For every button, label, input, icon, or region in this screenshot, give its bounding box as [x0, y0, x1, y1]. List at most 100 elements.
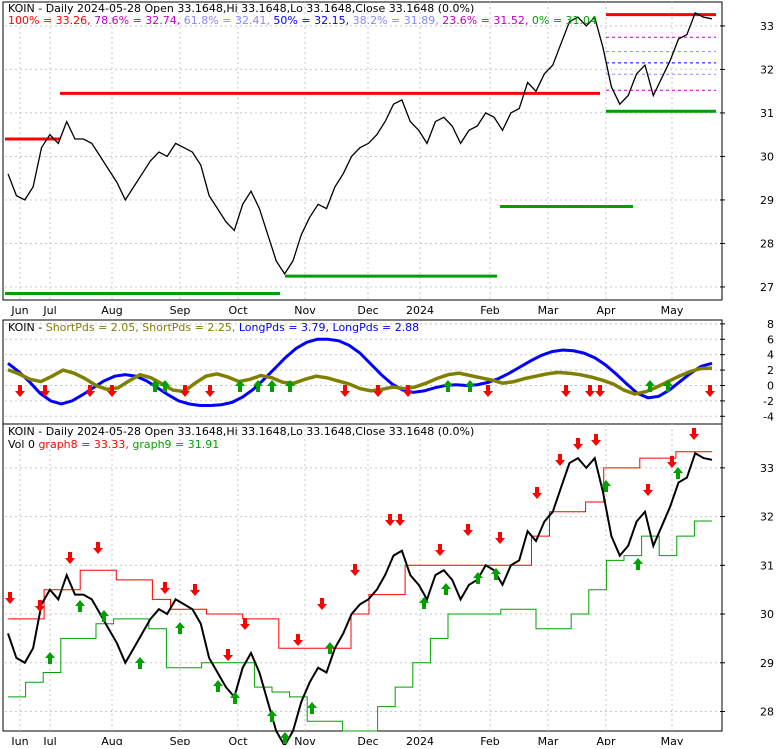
trailing-price-line: [7, 451, 713, 748]
sell-arrow: [373, 385, 383, 397]
sell-arrow: [591, 434, 601, 446]
x-tick-label: Apr: [596, 735, 616, 745]
sell-arrow: [317, 598, 327, 610]
sell-arrow: [15, 385, 25, 397]
x-tick-label: May: [661, 304, 684, 317]
sell-arrow: [573, 438, 583, 450]
buy-arrow: [213, 680, 223, 692]
buy-arrow: [45, 652, 55, 664]
sell-arrow: [160, 582, 170, 594]
price-line: [7, 11, 713, 276]
x-tick-label: Dec: [357, 304, 378, 317]
trailing-panel-title: KOIN - Daily 2024-05-28 Open 33.1648,Hi …: [8, 425, 474, 438]
price-panel-grid: [5, 2, 720, 300]
sell-arrow: [93, 542, 103, 554]
y-tick-label: 28: [760, 706, 774, 719]
legend-entry: Vol 0: [8, 438, 35, 451]
sell-arrow: [205, 385, 215, 397]
y-tick-label: -2: [763, 395, 774, 408]
buy-arrow: [99, 610, 109, 622]
oscillator-signal-arrows: [15, 380, 715, 397]
legend-entry: 100% = 33.26,: [8, 14, 91, 27]
trailing-panel-grid: [5, 424, 720, 731]
sell-arrow: [190, 584, 200, 596]
sell-arrow: [350, 564, 360, 576]
x-tick-label: 2024: [406, 735, 434, 745]
buy-arrow: [235, 380, 245, 392]
y-tick-label: 33: [760, 462, 774, 475]
x-tick-label: Jul: [42, 735, 56, 745]
sell-arrow: [65, 552, 75, 564]
buy-arrow: [663, 380, 673, 392]
buy-arrow: [419, 597, 429, 609]
sell-arrow: [667, 456, 677, 468]
buy-arrow: [230, 692, 240, 704]
trailing-panel-y-axis: 28 29 30 31 32 33: [720, 462, 774, 719]
buy-arrow: [465, 380, 475, 392]
trailing-panel-x-axis: Jun Jul Aug Sep Oct Nov Dec 2024 Feb Mar Apr May: [10, 735, 684, 748]
trailing-stop-panel: 28 29 30 31 32 33 Jun Jul Aug Sep Oct Nov Dec 2024 Fe…: [2, 423, 774, 748]
sell-arrow: [223, 649, 233, 661]
buy-arrow: [601, 480, 611, 492]
y-tick-label: 28: [760, 237, 774, 250]
price-panel-x-axis: Jun Jul Aug Sep Oct Nov Dec 2024 Feb Mar Apr May: [10, 304, 683, 317]
sell-arrow: [85, 385, 95, 397]
buy-arrow: [175, 622, 185, 634]
y-tick-label: 29: [760, 194, 774, 207]
sell-arrow: [107, 385, 117, 397]
x-tick-label: Sep: [170, 735, 191, 745]
sell-arrow: [555, 454, 565, 466]
oscillator-panel: 8 6 4 2 0 -2 -4 KOIN - ShortPds = 2.05, ShortP…: [2, 318, 774, 425]
x-tick-label: Mar: [538, 735, 559, 745]
x-tick-label: Jun: [10, 735, 28, 745]
sell-arrow: [643, 484, 653, 496]
buy-arrow: [441, 583, 451, 595]
sell-arrow: [340, 385, 350, 397]
legend-entry: 38.2% = 31.89,: [349, 14, 439, 27]
x-tick-label: Feb: [480, 304, 499, 317]
buy-arrow: [645, 380, 655, 392]
fib-legend: 100% = 33.26, 78.6% = 32.74, 61.8% = 32.…: [8, 14, 597, 27]
x-tick-label: Oct: [228, 735, 248, 745]
price-panel-y-axis: 27 28 29 30 31 32 33: [720, 20, 774, 294]
y-tick-label: 4: [767, 349, 774, 362]
x-tick-label: May: [661, 735, 684, 745]
legend-entry: 50% = 32.15,: [270, 14, 349, 27]
sell-arrow: [561, 385, 571, 397]
legend-entry: 61.8% = 32.41,: [180, 14, 270, 27]
y-tick-label: 32: [760, 511, 774, 524]
x-tick-label: Mar: [538, 304, 559, 317]
y-tick-label: 33: [760, 20, 774, 33]
price-fib-panel: 27 28 29 30 31 32 33 Jun Jul Aug Sep Oct Nov Dec 2024…: [2, 1, 774, 317]
price-series: [7, 11, 713, 276]
x-tick-label: Jun: [10, 304, 28, 317]
buy-arrow: [253, 380, 263, 392]
buy-arrow: [267, 710, 277, 722]
legend-entry: LongPds = 3.79,: [235, 321, 329, 334]
fib-levels: [5, 13, 716, 295]
long-period-line: [7, 337, 713, 407]
sell-arrow: [483, 385, 493, 397]
buy-arrow: [135, 657, 145, 669]
legend-entry: graph9 = 31.91: [129, 438, 219, 451]
x-tick-label: Oct: [228, 304, 248, 317]
buy-arrow: [75, 600, 85, 612]
y-tick-label: 31: [760, 107, 774, 120]
buy-arrow: [267, 380, 277, 392]
sell-arrow: [5, 592, 15, 604]
buy-arrow: [443, 380, 453, 392]
sell-arrow: [35, 600, 45, 612]
legend-entry: 0% = 31.04: [528, 14, 597, 27]
price-series: [7, 451, 713, 748]
buy-arrow: [491, 568, 501, 580]
oscillator-legend: KOIN - ShortPds = 2.05, ShortPds = 2.25,…: [8, 321, 419, 334]
buy-arrow: [673, 467, 683, 479]
legend-entry: 78.6% = 32.74,: [91, 14, 181, 27]
legend-entry: graph8 = 33.33,: [35, 438, 129, 451]
legend-entry: LongPds = 2.88: [329, 321, 419, 334]
sell-arrow: [180, 385, 190, 397]
sell-arrow: [293, 634, 303, 646]
y-tick-label: 30: [760, 150, 774, 163]
